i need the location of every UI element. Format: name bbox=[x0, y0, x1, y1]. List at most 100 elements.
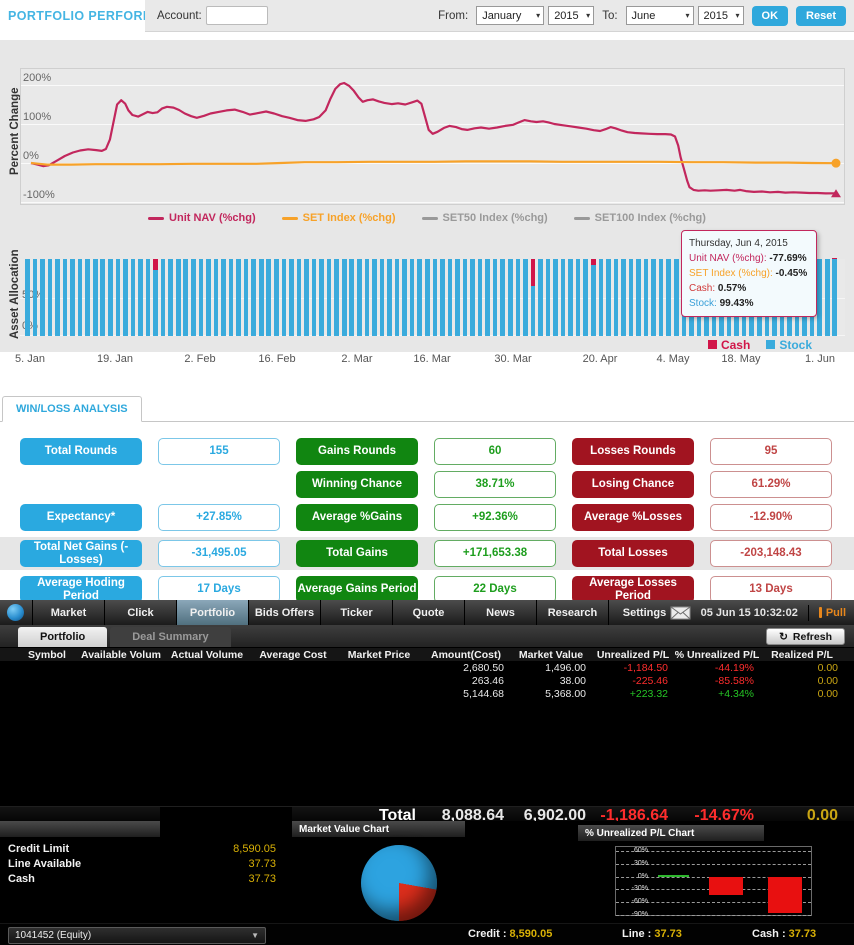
tab-winloss-analysis[interactable]: WIN/LOSS ANALYSIS bbox=[2, 396, 142, 422]
allocation-bar-cash bbox=[530, 259, 536, 286]
tooltip-row: Cash: 0.57% bbox=[689, 283, 747, 294]
table-row[interactable]: 5,144.68 5,368.00 +223.32 +4.34% 0.00 bbox=[0, 687, 854, 700]
allocation-bar-stock bbox=[372, 259, 377, 336]
column-header--unrealized-p-l[interactable]: % Unrealized P/L bbox=[674, 648, 760, 661]
sub-tab-portfolio[interactable]: Portfolio bbox=[18, 627, 108, 647]
allocation-bar-stock bbox=[462, 259, 468, 336]
market-value-chart-title: Market Value Chart bbox=[292, 821, 465, 837]
chevron-down-icon: ▾ bbox=[685, 11, 690, 20]
allocation-bar-stock bbox=[447, 259, 453, 336]
mail-icon[interactable] bbox=[670, 606, 691, 620]
allocation-bar-stock bbox=[628, 259, 634, 336]
legend-item-set100-index-chg-[interactable]: SET100 Index (%chg) bbox=[573, 212, 706, 224]
table-row[interactable]: 2,680.50 1,496.00 -1,184.50 -44.19% 0.00 bbox=[0, 661, 854, 674]
nav-tab-market[interactable]: Market bbox=[32, 600, 104, 625]
nav-tab-click[interactable]: Click bbox=[104, 600, 176, 625]
refresh-icon: ↻ bbox=[779, 630, 788, 643]
refresh-button[interactable]: ↻ Refresh bbox=[766, 628, 845, 645]
allocation-bar-stock bbox=[138, 259, 143, 336]
column-header-average-cost[interactable]: Average Cost bbox=[259, 648, 327, 661]
column-header-available-volum[interactable]: Available Volum bbox=[81, 648, 161, 661]
cell: 0.00 bbox=[817, 661, 838, 674]
total-row: Total 8,088.64 6,902.00 -1,186.64 -14.67% 0.0… bbox=[0, 806, 854, 824]
legend-dash-icon bbox=[421, 216, 438, 220]
allocation-bar-stock bbox=[643, 259, 649, 336]
sub-tab-deal-summary[interactable]: Deal Summary bbox=[110, 627, 231, 647]
allocation-bar-stock bbox=[70, 259, 75, 336]
chart-tooltip: Thursday, Jun 4, 2015 Unit NAV (%chg): -… bbox=[681, 230, 817, 317]
column-header-actual-volume[interactable]: Actual Volume bbox=[170, 648, 244, 661]
x-tick-label: 16. Feb bbox=[258, 353, 296, 365]
series-unit-nav-chg- bbox=[30, 81, 837, 195]
winloss-lab-average-hoding-period: Average Hoding Period bbox=[20, 576, 142, 603]
column-header-symbol[interactable]: Symbol bbox=[28, 648, 66, 661]
allocation-bar-stock bbox=[492, 259, 498, 336]
ok-button[interactable]: OK bbox=[751, 5, 789, 26]
account-type-select[interactable]: 1041452 (Equity) ▼ bbox=[8, 927, 266, 944]
legend-item-set50-index-chg-[interactable]: SET50 Index (%chg) bbox=[421, 212, 548, 224]
nav-tab-quote[interactable]: Quote bbox=[392, 600, 464, 625]
chevron-down-icon: ▼ bbox=[251, 931, 259, 940]
pl-tick-label: 0% bbox=[637, 872, 648, 880]
nav-tab-bids-offers[interactable]: Bids Offers bbox=[248, 600, 320, 625]
legend-dash-icon bbox=[573, 216, 590, 220]
allocation-bar-stock bbox=[832, 259, 838, 336]
percent-change-plot[interactable]: 200% 100% 0% -100% bbox=[20, 68, 845, 205]
status-line-: Line :37.73 bbox=[622, 928, 682, 940]
allocation-legend-cash[interactable]: Cash bbox=[707, 338, 750, 352]
reset-button[interactable]: Reset bbox=[796, 5, 846, 26]
chevron-down-icon: ▾ bbox=[586, 11, 591, 20]
total-cell: 6,902.00 bbox=[523, 807, 586, 824]
allocation-legend-stock[interactable]: Stock bbox=[766, 338, 812, 352]
column-header-amount-cost-[interactable]: Amount(Cost) bbox=[431, 648, 501, 661]
from-month-select[interactable]: January ▾ bbox=[476, 6, 545, 25]
allocation-bar-stock bbox=[538, 259, 543, 336]
allocation-bar-stock bbox=[357, 259, 362, 336]
nav-tab-research[interactable]: Research bbox=[536, 600, 608, 625]
total-cell: -14.67% bbox=[694, 807, 754, 824]
account-input[interactable] bbox=[205, 6, 268, 25]
pl-tick-label: -30% bbox=[631, 885, 648, 893]
pl-gridline bbox=[616, 914, 811, 916]
allocation-bar-stock bbox=[258, 259, 264, 336]
total-cell: 0.00 bbox=[806, 807, 838, 824]
winloss-section: WIN/LOSS ANALYSIS Total Rounds 155 Gains R… bbox=[0, 396, 854, 603]
table-row[interactable]: 263.46 38.00 -225.46 -85.58% 0.00 bbox=[0, 674, 854, 687]
to-year-select[interactable]: 2015 ▾ bbox=[697, 6, 744, 25]
credit-row-cash: Cash 37.73 bbox=[8, 873, 276, 885]
trading-app: Market Click Portfolio Bids Offers Ticker Quo… bbox=[0, 600, 854, 945]
winloss-val--31-495-05: -31,495.05 bbox=[158, 540, 280, 567]
performance-legend: Unit NAV (%chg) SET Index (%chg) SET50 Ind… bbox=[0, 212, 854, 224]
x-tick-label: 5. Jan bbox=[15, 353, 45, 365]
allocation-bar-cash bbox=[153, 259, 158, 270]
winloss-lab-expectancy-: Expectancy* bbox=[20, 504, 142, 531]
allocation-bar-stock bbox=[379, 259, 385, 336]
winloss-row: Winning Chance 38.71% Losing Chance 61.29% bbox=[20, 471, 834, 498]
winloss-val-60: 60 bbox=[434, 438, 556, 465]
pull-button[interactable]: Pull bbox=[807, 604, 846, 621]
column-header-market-value[interactable]: Market Value bbox=[518, 648, 584, 661]
cell: +223.32 bbox=[629, 687, 668, 700]
series-end-marker-triangle bbox=[831, 189, 841, 198]
allocation-bar-stock bbox=[432, 259, 438, 336]
allocation-bar-stock bbox=[319, 259, 324, 336]
nav-tab-ticker[interactable]: Ticker bbox=[320, 600, 392, 625]
winloss-tab-row: WIN/LOSS ANALYSIS bbox=[0, 396, 854, 422]
legend-dash-icon bbox=[281, 216, 298, 220]
allocation-bar-stock bbox=[553, 259, 558, 336]
nav-tab-portfolio[interactable]: Portfolio bbox=[176, 600, 248, 625]
total-row-grid: Total 8,088.64 6,902.00 -1,186.64 -14.67% 0.0… bbox=[0, 807, 854, 824]
allocation-bar-stock bbox=[47, 259, 53, 336]
column-header-unrealized-p-l[interactable]: Unrealized P/L bbox=[596, 648, 670, 661]
from-year-select[interactable]: 2015 ▾ bbox=[548, 6, 595, 25]
legend-item-unit-nav-chg-[interactable]: Unit NAV (%chg) bbox=[148, 212, 256, 224]
to-month-select[interactable]: June ▾ bbox=[625, 6, 694, 25]
column-header-realized-p-l[interactable]: Realized P/L bbox=[771, 648, 833, 661]
nav-tab-settings[interactable]: Settings bbox=[608, 600, 680, 625]
legend-item-set-index-chg-[interactable]: SET Index (%chg) bbox=[281, 212, 396, 224]
column-header-market-price[interactable]: Market Price bbox=[347, 648, 411, 661]
tooltip-row: Stock: 99.43% bbox=[689, 298, 754, 309]
series-set-index-chg- bbox=[30, 160, 837, 166]
nav-tab-news[interactable]: News bbox=[464, 600, 536, 625]
allocation-bar-stock bbox=[296, 259, 302, 336]
